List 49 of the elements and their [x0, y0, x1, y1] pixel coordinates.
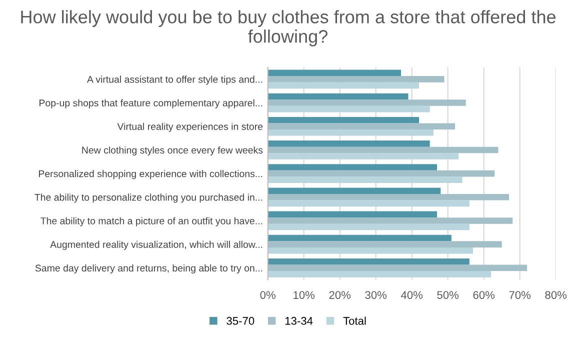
x-tick-label: 20% — [329, 291, 351, 299]
x-tick-label: 70% — [509, 291, 531, 299]
bar — [268, 264, 528, 272]
bar — [268, 194, 510, 200]
y-tick-label: A virtual assistant to offer style tips and... — [87, 76, 262, 85]
legend-label: 35-70 — [226, 316, 254, 325]
bar — [268, 123, 456, 130]
bar — [268, 164, 438, 170]
y-tick-label: Personalized shopping experience with collections... — [38, 170, 262, 180]
y-tick-label: The ability to personalize clothing you purchased in... — [34, 194, 262, 203]
x-tick-label: 30% — [365, 291, 387, 299]
bar — [268, 146, 498, 154]
bar — [268, 100, 466, 106]
bar — [268, 234, 452, 242]
y-tick-label: The ability to match a picture of an outfit you have... — [40, 217, 262, 226]
bar — [268, 218, 513, 224]
bar — [268, 271, 492, 278]
bar — [268, 241, 502, 248]
x-tick-label: 0% — [260, 291, 276, 299]
y-tick-label: Augmented reality visualization, which will allow... — [50, 240, 262, 250]
bar — [268, 153, 459, 160]
legend-label: Total — [343, 316, 366, 325]
x-tick-label: 40% — [400, 291, 423, 299]
bar — [268, 140, 430, 147]
chart-title: How likely would you be to buy clothes from a store that offered the following? — [21, 10, 556, 46]
x-tick-label: 10% — [294, 291, 315, 299]
bar — [268, 130, 434, 136]
bar — [268, 200, 470, 207]
bar — [268, 70, 402, 76]
bar — [268, 93, 408, 100]
y-tick-label: Pop-up shops that feature complementary apparel... — [40, 99, 262, 108]
bar — [268, 116, 420, 124]
y-tick-label: New clothing styles once every few weeks — [82, 146, 263, 156]
x-tick-label: 50% — [437, 291, 459, 299]
legend-label: 13-34 — [285, 316, 313, 325]
bar — [268, 82, 420, 89]
bar — [268, 170, 495, 177]
bar — [268, 224, 470, 230]
x-tick-label: 60% — [473, 291, 495, 299]
bar — [268, 247, 474, 254]
y-tick-label: Same day delivery and returns, being able to try on... — [35, 264, 262, 274]
x-tick-label: 80% — [545, 291, 567, 299]
bar — [268, 258, 470, 265]
bar — [268, 106, 430, 112]
bar — [268, 176, 462, 183]
bar — [268, 211, 438, 218]
bar — [268, 188, 441, 194]
bar — [268, 76, 444, 82]
y-tick-label: Virtual reality experiences in store — [117, 122, 263, 132]
